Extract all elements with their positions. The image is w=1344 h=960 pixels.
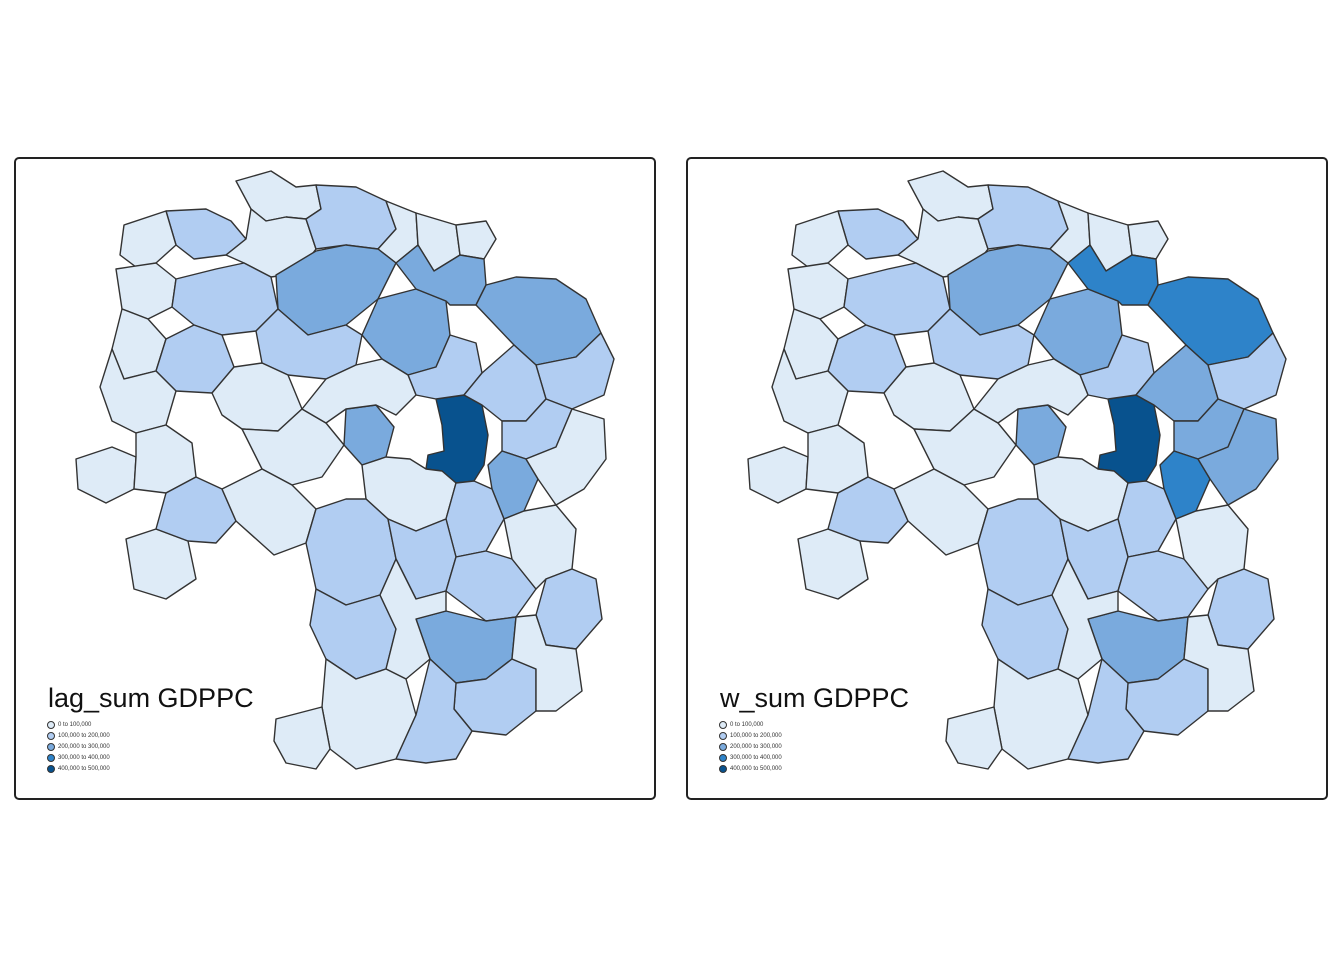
county-region	[455, 220, 497, 260]
county-region	[535, 568, 603, 650]
legend-swatch-icon	[719, 742, 727, 751]
legend-swatch-icon	[719, 720, 727, 729]
county-region	[379, 558, 447, 680]
county-region	[747, 446, 809, 504]
legend-label: 400,000 to 500,000	[730, 765, 782, 772]
legend: 0 to 100,000 100,000 to 200,000 200,000 …	[47, 719, 110, 774]
legend-label: 300,000 to 400,000	[730, 754, 782, 761]
legend-item: 0 to 100,000	[47, 719, 110, 730]
county-region	[119, 210, 177, 268]
legend-item: 300,000 to 400,000	[719, 752, 782, 763]
county-region	[1197, 408, 1279, 506]
county-region	[305, 184, 397, 250]
county-region	[235, 170, 322, 222]
legend-label: 300,000 to 400,000	[58, 754, 110, 761]
county-region	[395, 658, 473, 764]
map-panel-lag-sum: lag_sum GDPPC 0 to 100,000 100,000 to 20…	[14, 157, 656, 800]
county-region	[907, 170, 994, 222]
legend-label: 0 to 100,000	[58, 721, 92, 728]
county-region	[973, 358, 1089, 424]
county-region	[511, 614, 583, 712]
county-region	[445, 550, 537, 622]
county-region	[791, 210, 849, 268]
county-region	[1067, 658, 1145, 764]
legend: 0 to 100,000 100,000 to 200,000 200,000 …	[719, 719, 782, 774]
legend-swatch-icon	[719, 753, 727, 762]
county-region	[273, 706, 331, 770]
choropleth-map	[747, 170, 1287, 770]
county-region	[1207, 568, 1275, 650]
county-region	[75, 446, 137, 504]
county-region	[945, 706, 1003, 770]
legend-label: 200,000 to 300,000	[730, 743, 782, 750]
county-region	[1183, 614, 1255, 712]
legend-swatch-icon	[719, 764, 727, 773]
choropleth-map	[75, 170, 615, 770]
map-title: lag_sum GDPPC	[48, 683, 254, 713]
legend-item: 100,000 to 200,000	[47, 730, 110, 741]
county-region	[1051, 558, 1119, 680]
county-region	[1127, 220, 1169, 260]
legend-item: 200,000 to 300,000	[47, 741, 110, 752]
legend-item: 300,000 to 400,000	[47, 752, 110, 763]
legend-swatch-icon	[47, 731, 55, 740]
county-region	[977, 184, 1069, 250]
legend-swatch-icon	[47, 764, 55, 773]
legend-swatch-icon	[719, 731, 727, 740]
county-region	[301, 358, 417, 424]
map-title: w_sum GDPPC	[720, 683, 910, 713]
legend-label: 0 to 100,000	[730, 721, 764, 728]
legend-label: 100,000 to 200,000	[58, 732, 110, 739]
legend-label: 200,000 to 300,000	[58, 743, 110, 750]
legend-label: 100,000 to 200,000	[730, 732, 782, 739]
legend-item: 100,000 to 200,000	[719, 730, 782, 741]
legend-label: 400,000 to 500,000	[58, 765, 110, 772]
legend-item: 400,000 to 500,000	[47, 763, 110, 774]
legend-swatch-icon	[47, 753, 55, 762]
county-region	[525, 408, 607, 506]
map-panel-w-sum: w_sum GDPPC 0 to 100,000 100,000 to 200,…	[686, 157, 1328, 800]
county-region	[343, 404, 395, 466]
county-region	[1015, 404, 1067, 466]
legend-swatch-icon	[47, 720, 55, 729]
county-region	[1117, 550, 1209, 622]
legend-swatch-icon	[47, 742, 55, 751]
legend-item: 0 to 100,000	[719, 719, 782, 730]
legend-item: 400,000 to 500,000	[719, 763, 782, 774]
county-region	[155, 476, 237, 544]
legend-item: 200,000 to 300,000	[719, 741, 782, 752]
county-region	[827, 476, 909, 544]
